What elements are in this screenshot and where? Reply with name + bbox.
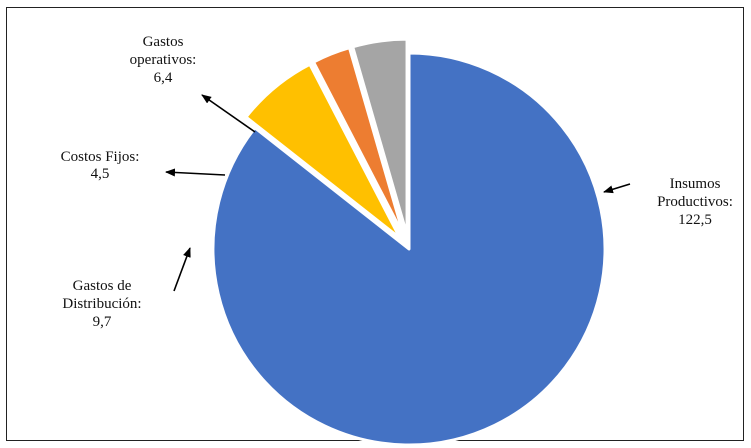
data-label-line: Productivos:	[657, 194, 733, 210]
arrow-icon	[165, 168, 226, 177]
pie-slice-insumos-productivos	[211, 51, 607, 447]
data-label-insumos-productivos: Insumos Productivos: 122,5	[603, 176, 733, 228]
data-label-line: operativos:	[130, 52, 197, 68]
data-label-line: 122,5	[678, 212, 712, 228]
data-label-line: Insumos	[670, 176, 721, 192]
data-label-line: Costos Fijos:	[61, 149, 140, 165]
data-label-line: 4,5	[91, 166, 110, 182]
data-label-gastos-de-distribucion: Gastos de Distribución: 9,7	[62, 247, 191, 330]
data-label-line: 6,4	[154, 70, 173, 86]
data-label-line: 9,7	[93, 314, 112, 330]
data-label-line: Gastos	[143, 34, 184, 50]
arrow-icon	[173, 247, 191, 292]
data-label-gastos-operativos: Gastos operativos: 6,4	[130, 34, 256, 133]
arrow-icon	[603, 183, 631, 194]
data-label-line: Distribución:	[62, 296, 141, 312]
pie-slice-gastos-de-distribucion	[244, 62, 402, 240]
pie-slice-costos-fijos	[312, 46, 406, 238]
data-label-costos-fijos: Costos Fijos:4,5	[61, 149, 226, 182]
arrow-icon	[201, 94, 256, 133]
pie-slice-gastos-operativos	[351, 37, 409, 237]
data-label-line: Gastos de	[73, 278, 132, 294]
